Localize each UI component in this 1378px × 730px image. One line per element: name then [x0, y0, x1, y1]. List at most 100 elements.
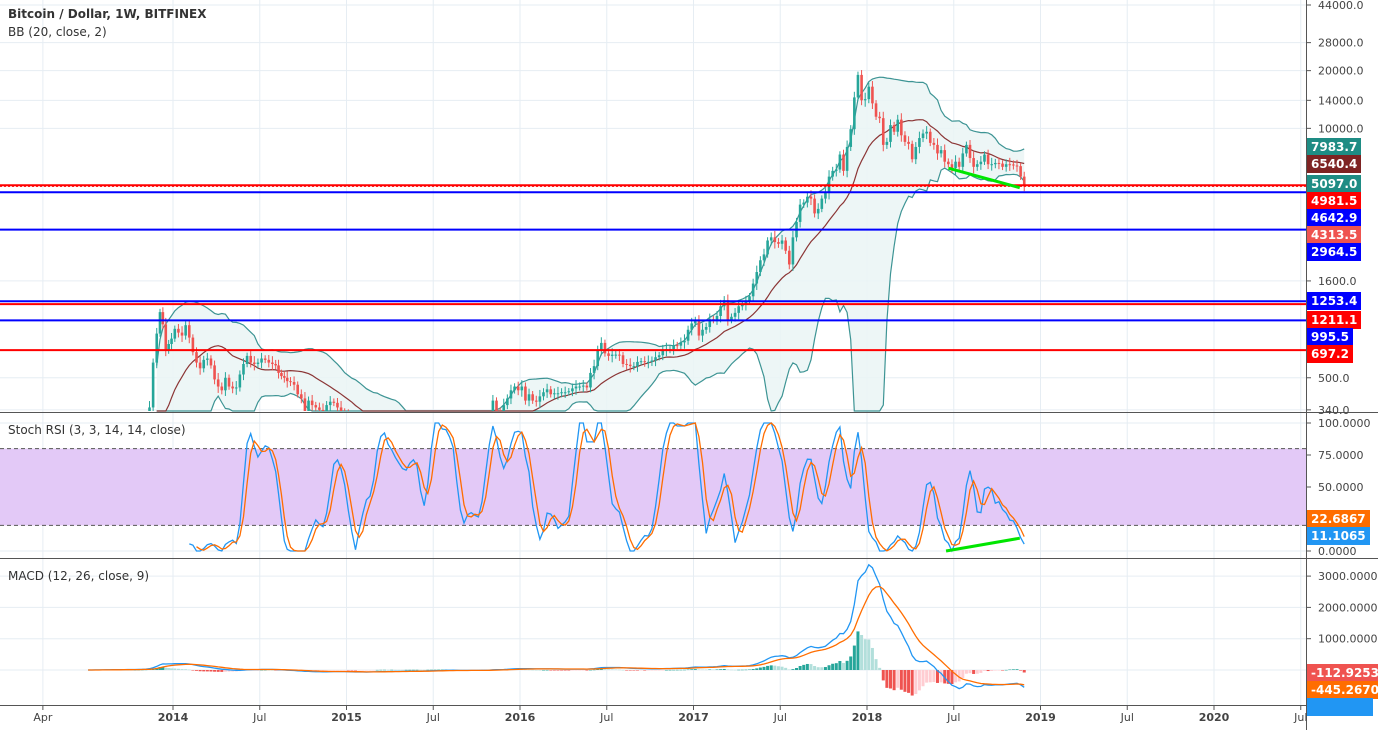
- candle-body: [813, 198, 816, 214]
- candle-body: [726, 300, 730, 321]
- candle-body: [968, 144, 972, 159]
- macd-histogram-bar: [267, 669, 271, 671]
- candle-body: [740, 304, 744, 307]
- time-axis-label: 2020: [1199, 711, 1230, 724]
- macd-histogram-bar: [563, 670, 567, 671]
- macd-histogram-bar: [574, 670, 578, 671]
- candle-body: [509, 390, 513, 399]
- candle-body: [242, 363, 245, 375]
- macd-histogram-bar: [167, 668, 171, 670]
- macd-histogram-bar: [874, 659, 878, 670]
- time-axis-label: Jul: [599, 711, 613, 724]
- macd-histogram-bar: [541, 669, 545, 671]
- candle-body: [636, 361, 639, 367]
- macd-histogram-bar: [433, 669, 437, 671]
- macd-histogram-bar: [842, 662, 846, 670]
- time-axis-label: 2019: [1025, 711, 1056, 724]
- candle-body: [885, 141, 889, 145]
- bb-basis: [156, 119, 1025, 412]
- macd-histogram-bar: [813, 666, 817, 670]
- macd-histogram-bar: [628, 670, 632, 671]
- macd-histogram-bar: [531, 669, 535, 671]
- stoch-rsi-pane[interactable]: [0, 422, 1306, 553]
- candle-body: [686, 329, 690, 341]
- candle-body: [158, 312, 162, 334]
- candle-body: [777, 242, 780, 244]
- macd-histogram-bar: [896, 670, 900, 688]
- candle-body: [307, 400, 310, 411]
- macd-histogram-bar: [397, 669, 401, 671]
- macd-axis-label: 3000.0000: [1318, 570, 1378, 583]
- macd-histogram-bar: [766, 665, 770, 670]
- macd-histogram-bar: [321, 670, 325, 671]
- macd-histogram-bar: [679, 669, 683, 671]
- macd-histogram-bar: [827, 665, 831, 670]
- macd-histogram-bar: [816, 667, 820, 670]
- time-axis-label: 2014: [158, 711, 189, 724]
- time-axis-label: Jul: [1120, 711, 1134, 724]
- stoch-axis-label: 0.0000: [1318, 545, 1357, 558]
- macd-histogram-bar: [346, 670, 350, 671]
- candle-body: [730, 316, 733, 321]
- candle-body: [610, 354, 614, 356]
- time-axis-label: Jul: [252, 711, 266, 724]
- time-axis-label: 2018: [852, 711, 883, 724]
- macd-histogram-bar: [907, 670, 911, 693]
- macd-histogram-bar: [596, 669, 600, 670]
- candle-body: [979, 161, 983, 165]
- candle-body: [719, 306, 722, 316]
- macd-histogram-bar: [216, 670, 220, 672]
- candle-body: [766, 240, 769, 255]
- time-axis-label: Jul: [1293, 711, 1307, 724]
- price-tag: 4981.5: [1307, 192, 1362, 210]
- macd-histogram-bar: [632, 670, 636, 671]
- candle-body: [216, 379, 220, 387]
- candle-body: [516, 386, 520, 391]
- candle-body: [983, 154, 986, 162]
- macd-histogram-bar: [184, 669, 188, 670]
- macd-histogram-bar: [191, 670, 195, 671]
- candle-body: [553, 393, 556, 395]
- candle-body: [910, 143, 914, 160]
- candle-body: [260, 358, 263, 363]
- candle-body: [632, 366, 636, 368]
- candle-body: [838, 154, 842, 170]
- price-pane[interactable]: [0, 70, 1306, 412]
- macd-histogram-bar: [758, 667, 762, 670]
- macd-histogram-bar: [961, 670, 965, 678]
- candle-body: [549, 389, 553, 395]
- macd-pane[interactable]: [88, 563, 1026, 696]
- candle-body: [824, 192, 827, 199]
- candle-body: [892, 125, 896, 132]
- macd-histogram-bar: [335, 670, 339, 671]
- candle-body: [704, 326, 708, 330]
- candle-body: [759, 260, 762, 273]
- macd-histogram-bar: [592, 669, 596, 671]
- macd-histogram-bar: [357, 670, 361, 671]
- candle-body: [164, 324, 168, 350]
- macd-histogram-bar: [834, 663, 838, 670]
- candle-body: [791, 237, 795, 265]
- candle-body: [878, 116, 881, 119]
- macd-histogram-bar: [986, 670, 990, 672]
- macd-histogram-bar: [1019, 670, 1023, 671]
- macd-histogram-bar: [751, 669, 755, 670]
- candle-body: [943, 150, 947, 162]
- macd-histogram-bar: [910, 670, 914, 696]
- candle-body: [245, 355, 249, 364]
- macd-histogram-bar: [202, 670, 206, 672]
- candle-body: [325, 405, 328, 411]
- time-axis-label: Apr: [33, 711, 53, 724]
- candle-body: [256, 362, 260, 364]
- candle-body: [715, 315, 719, 321]
- macd-histogram-bar: [795, 668, 799, 670]
- candle-body: [618, 354, 621, 356]
- candle-body: [643, 361, 647, 363]
- candle-body: [1019, 166, 1022, 177]
- candle-body: [209, 358, 213, 366]
- candle-body: [907, 141, 910, 144]
- candle-body: [220, 386, 224, 391]
- macd-histogram-bar: [205, 670, 209, 672]
